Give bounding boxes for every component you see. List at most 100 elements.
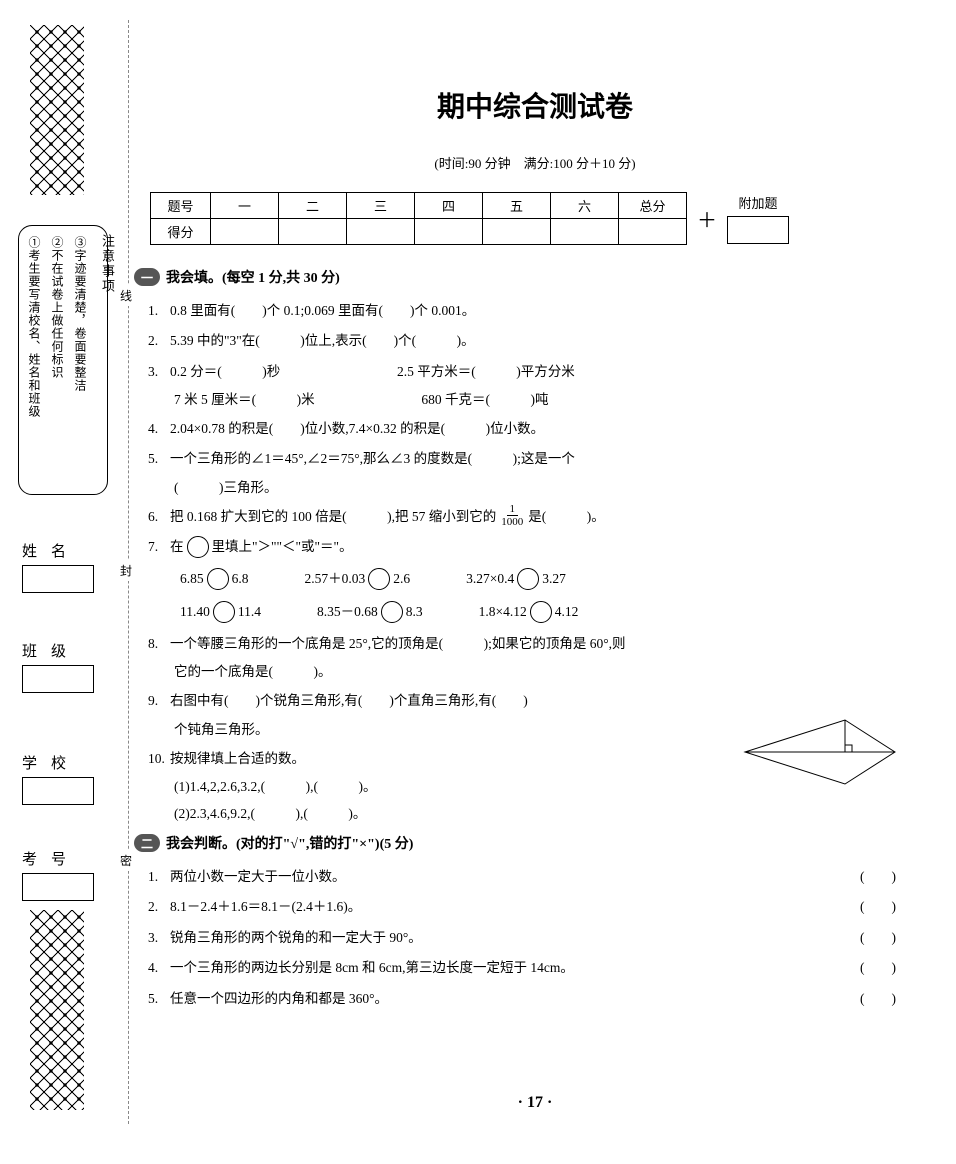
q1-10: 按规律填上合适的数。 [170,751,305,766]
score-col-2: 二 [279,193,347,219]
circle-icon[interactable] [213,601,235,623]
ornament-bottom [30,910,84,1110]
info-school-label: 学校 [22,752,94,773]
score-col-total: 总分 [619,193,687,219]
q2-2: 8.1－2.4＋1.6＝8.1－(2.4＋1.6)。 [170,893,840,921]
score-col-5: 五 [483,193,551,219]
q1-3d: 680 千克＝( )吨 [421,392,548,407]
info-class-label: 班级 [22,640,94,661]
circle-icon[interactable] [381,601,403,623]
q2-1: 两位小数一定大于一位小数。 [170,863,840,891]
info-class: 班级 [22,640,94,693]
q1-2: 5.39 中的"3"在( )位上,表示( )个( )。 [170,333,475,348]
q7-2d: 8.3 [406,604,423,619]
circle-icon[interactable] [530,601,552,623]
score-row1-header: 题号 [151,193,211,219]
q1-5a: 一个三角形的∠1＝45°,∠2＝75°,那么∠3 的度数是( );这是一个 [170,451,575,466]
q7-2c: 8.35－0.68 [317,604,378,619]
q2-3: 锐角三角形的两个锐角的和一定大于 90°。 [170,924,840,952]
circle-icon[interactable] [368,568,390,590]
notice-box: ③字迹要清楚，卷面要整洁 ②不在试卷上做任何标识 ①考生要写清校名、姓名和班级 … [18,225,108,495]
info-examno-box[interactable] [22,873,94,901]
q1-1: 0.8 里面有( )个 0.1;0.069 里面有( )个 0.001。 [170,303,475,318]
info-school: 学校 [22,752,94,805]
q1-7-tail: 里填上"＞""＜"或"＝"。 [212,539,353,554]
score-table: 题号 一 二 三 四 五 六 总分 得分 [150,192,687,245]
fold-label-mid: 封 [120,560,132,581]
exam-subtitle: (时间:90 分钟 满分:100 分＋10 分) [150,153,920,172]
score-col-1: 一 [211,193,279,219]
extra-label: 附加题 [738,193,777,212]
q7-2b: 11.4 [238,604,261,619]
score-cell-3[interactable] [347,219,415,245]
q1-7-head: 在 [170,539,184,554]
extra-cell[interactable] [727,216,789,244]
q1-4: 2.04×0.78 的积是( )位小数,7.4×0.32 的积是( )位小数。 [170,421,544,436]
q7-1f: 3.27 [542,571,566,586]
exam-title: 期中综合测试卷 [150,85,920,125]
q7-2a: 11.40 [180,604,210,619]
section-1-badge: 一 [134,268,160,286]
section-2-badge: 二 [134,834,160,852]
q7-1e: 3.27×0.4 [466,571,514,586]
q1-9b: 个钝角三角形。 [174,722,269,737]
tf-paren[interactable]: ( ) [860,863,896,891]
tf-paren[interactable]: ( ) [860,954,896,982]
page-number: · 17 · [150,1094,920,1112]
info-name: 姓名 [22,540,94,593]
section-2-title: 我会判断。(对的打"√",错的打"×")(5 分) [166,833,413,853]
q7-2e: 1.8×4.12 [479,604,527,619]
q7-1b: 6.8 [232,571,249,586]
score-col-6: 六 [551,193,619,219]
section-1-title: 我会填。(每空 1 分,共 30 分) [166,267,340,287]
info-name-box[interactable] [22,565,94,593]
main-content: 期中综合测试卷 (时间:90 分钟 满分:100 分＋10 分) 题号 一 二 … [150,85,920,1019]
q1-8a: 一个等腰三角形的一个底角是 25°,它的顶角是( );如果它的顶角是 60°,则 [170,636,626,651]
fold-label-bot: 密 [120,850,132,871]
q1-6a: 把 0.168 扩大到它的 100 倍是( ),把 57 缩小到它的 [170,509,496,524]
score-col-4: 四 [415,193,483,219]
q1-6b: 是( )。 [528,509,605,524]
notice-item-2: ②不在试卷上做任何标识 [49,236,66,484]
score-cell-6[interactable] [551,219,619,245]
q1-8b: 它的一个底角是( )。 [174,664,332,679]
q7-1a: 6.85 [180,571,204,586]
tf-paren[interactable]: ( ) [860,924,896,952]
circle-icon [187,536,209,558]
circle-icon[interactable] [517,568,539,590]
q2-4: 一个三角形的两边长分别是 8cm 和 6cm,第三边长度一定短于 14cm。 [170,954,840,982]
score-cell-1[interactable] [211,219,279,245]
ornament-top [30,25,84,195]
rhombus-diagram [740,715,900,789]
score-cell-5[interactable] [483,219,551,245]
q1-3c: 7 米 5 厘米＝( )米 [174,392,315,407]
q2-5: 任意一个四边形的内角和都是 360°。 [170,985,840,1013]
q1-5b: ( )三角形。 [174,480,278,495]
info-name-label: 姓名 [22,540,94,561]
notice-item-3: ③字迹要清楚，卷面要整洁 [72,236,89,484]
info-examno: 考号 [22,848,94,901]
score-cell-4[interactable] [415,219,483,245]
q1-3b: 2.5 平方米＝( )平方分米 [397,364,575,379]
score-row2-header: 得分 [151,219,211,245]
q7-1d: 2.6 [393,571,410,586]
extra-box: 附加题 [727,193,789,244]
tf-paren[interactable]: ( ) [860,893,896,921]
q7-2f: 4.12 [555,604,579,619]
info-school-box[interactable] [22,777,94,805]
score-col-3: 三 [347,193,415,219]
q1-10-2: (2)2.3,4.6,9.2,( ),( )。 [174,806,366,821]
info-examno-label: 考号 [22,848,94,869]
q1-10-1: (1)1.4,2,2.6,3.2,( ),( )。 [174,779,376,794]
section-2: 二 我会判断。(对的打"√",错的打"×")(5 分) 1.两位小数一定大于一位… [150,833,920,1013]
circle-icon[interactable] [207,568,229,590]
score-row: 题号 一 二 三 四 五 六 总分 得分 ＋ 附加题 [150,192,920,245]
q1-3a: 0.2 分＝( )秒 [170,364,280,379]
tf-paren[interactable]: ( ) [860,985,896,1013]
score-cell-total[interactable] [619,219,687,245]
info-class-box[interactable] [22,665,94,693]
plus-sign: ＋ [697,204,717,233]
score-cell-2[interactable] [279,219,347,245]
q1-9a: 右图中有( )个锐角三角形,有( )个直角三角形,有( ) [170,693,528,708]
fold-label-top: 线 [120,285,132,306]
